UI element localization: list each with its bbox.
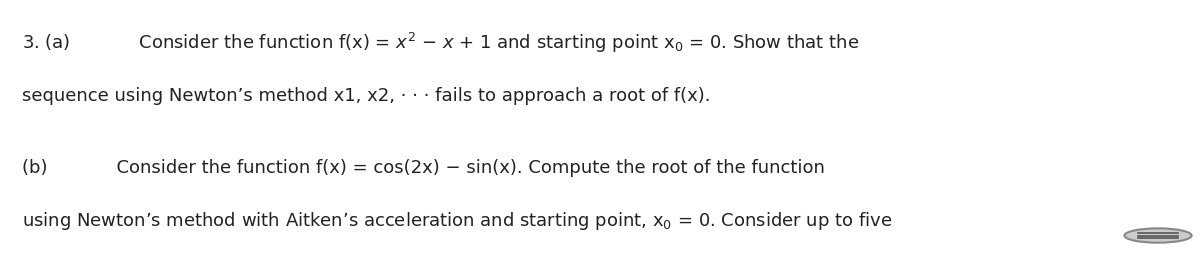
Text: 3. (a)            Consider the function f(x) = $x^2$ − $x$ + 1 and starting poin: 3. (a) Consider the function f(x) = $x^2… [22, 31, 859, 55]
Text: (b)            Consider the function f(x) = cos(2x) − sin(x). Compute the root o: (b) Consider the function f(x) = cos(2x)… [22, 159, 824, 177]
Text: sequence using Newton’s method x1, x2, · · · fails to approach a root of f(x).: sequence using Newton’s method x1, x2, ·… [22, 87, 710, 105]
Text: using Newton’s method with Aitken’s acceleration and starting point, x$_0$ = 0. : using Newton’s method with Aitken’s acce… [22, 210, 892, 232]
Circle shape [1124, 228, 1192, 243]
